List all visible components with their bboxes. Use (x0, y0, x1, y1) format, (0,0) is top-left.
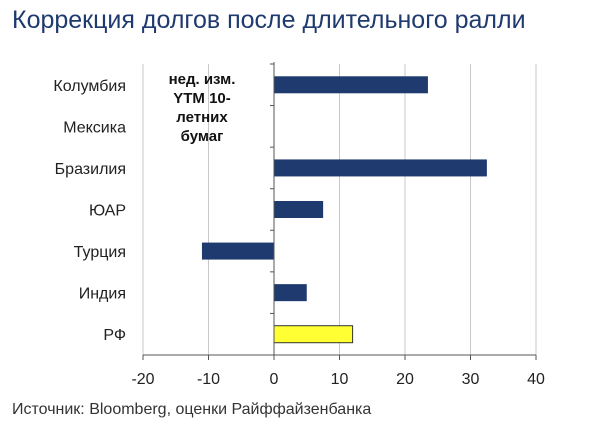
x-tick-label: 40 (527, 371, 545, 388)
bar (201, 242, 274, 260)
category-label: ЮАР (89, 203, 126, 220)
chart-annotation: нед. изм. YTM 10- летних бумаг (169, 71, 236, 145)
x-tick-label: 20 (396, 371, 414, 388)
bar (274, 284, 307, 302)
bar (274, 159, 487, 177)
bar (274, 76, 428, 94)
chart-title: Коррекция долгов после длительного ралли (12, 6, 526, 34)
category-label: Индия (79, 286, 126, 303)
bar-chart: КолумбияМексикаБразилияЮАРТурцияИндияРФ … (53, 62, 545, 388)
x-tick-label: 10 (331, 371, 349, 388)
x-tick-label: 30 (462, 371, 480, 388)
source-note: Источник: Bloomberg, оценки Райффайзенба… (12, 401, 372, 418)
category-label: РФ (103, 327, 126, 344)
category-label: Турция (74, 244, 126, 261)
x-tick-label: 0 (270, 371, 279, 388)
gridlines (142, 64, 537, 355)
axes (142, 62, 537, 360)
category-label: Бразилия (55, 161, 126, 178)
category-label: Мексика (63, 119, 126, 136)
bars (201, 76, 487, 344)
annotation-line: нед. изм. (169, 71, 236, 88)
category-label: Колумбия (53, 78, 126, 95)
x-tick-label: -20 (131, 371, 154, 388)
category-labels: Колумбия Мексика Бразилия ЮАР Турция Индия РФ (53, 78, 126, 344)
x-tick-label: -10 (197, 371, 220, 388)
annotation-line: бумаг (181, 128, 224, 145)
annotation-line: YTM 10- (173, 90, 231, 107)
bar (274, 201, 324, 218)
annotation-line: летних (176, 109, 228, 126)
tick-labels: -20 -10 0 10 20 30 40 (131, 371, 545, 388)
bar (273, 325, 354, 344)
